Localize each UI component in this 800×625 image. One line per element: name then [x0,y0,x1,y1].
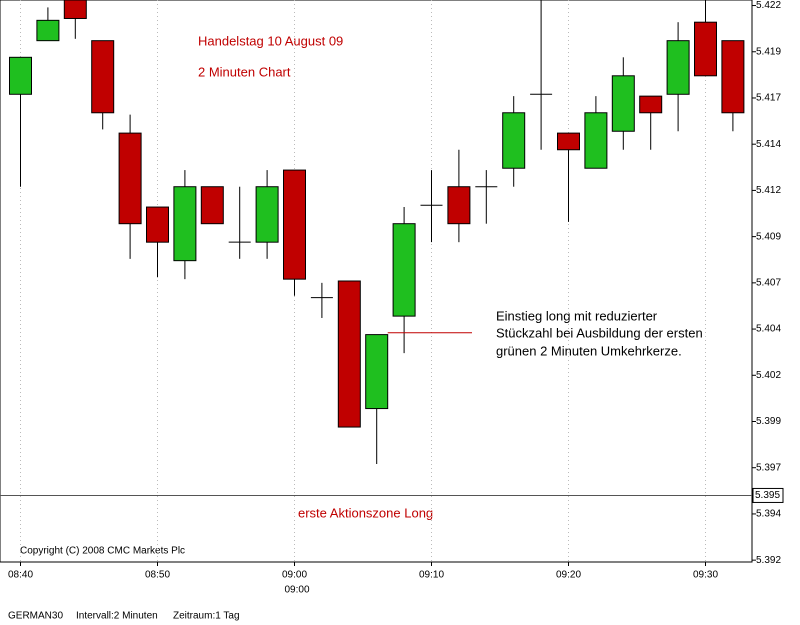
y-tick-label: 5.402 [756,370,781,381]
candle-body [639,95,663,114]
candle-body [392,223,416,317]
candle-body [36,19,60,42]
x-tick-label: 09:00 [282,570,307,581]
y-tick-label: 5.392 [756,555,781,566]
level-label: 5.395 [755,490,780,501]
level-box [752,487,784,503]
y-tick-label: 5.412 [756,185,781,196]
candle-body [255,186,279,243]
note-line: Einstieg long mit reduzierter [496,308,658,323]
annotation: Handelstag 10 August 09 [198,33,343,48]
candle-body [694,21,717,77]
y-tick-label: 5.407 [756,277,781,288]
y-tick-label: 5.397 [756,462,781,473]
y-tick-label: 5.419 [756,46,781,57]
x-tick-label: 09:30 [693,570,718,581]
y-tick-label: 5.409 [756,231,781,242]
candle-body [9,56,32,95]
note-line: Stückzahl bei Ausbildung der ersten [496,325,703,340]
x-tick-label: 09:20 [556,570,581,581]
candle-body [173,186,197,262]
zone-label: erste Aktionszone Long [298,505,433,520]
candle-body [557,132,580,151]
y-tick-label: 5.399 [756,416,781,427]
candle-body [200,186,224,225]
candle-body [365,334,389,410]
footer-bar [0,600,800,625]
candle-body [118,132,142,225]
candle-body [63,0,87,19]
candle-body [721,40,745,114]
candle-body [611,75,635,132]
y-tick-label: 5.417 [756,93,781,104]
x-tick-label: 08:40 [8,570,33,581]
y-tick-label: 5.422 [756,0,781,11]
candle-body [337,280,361,428]
candle-body [447,186,471,225]
candle-body [146,206,169,243]
y-tick-label: 5.414 [756,139,781,150]
candle-body [91,40,115,114]
note-line: grünen 2 Minuten Umkehrkerze. [496,343,682,358]
x-sub-label: 09:00 [284,585,309,596]
candle-body [584,112,608,169]
annotation: 2 Minuten Chart [198,64,291,79]
footer-instrument: GERMAN30 [8,611,63,622]
copyright: Copyright (C) 2008 CMC Markets Plc [20,546,185,557]
candle-body [502,112,526,169]
y-tick-label: 5.394 [756,509,781,520]
x-tick-label: 09:10 [419,570,444,581]
x-tick-label: 08:50 [145,570,170,581]
candle-body [666,40,690,95]
footer-interval: Intervall:2 Minuten [76,611,158,622]
y-tick-label: 5.404 [756,324,781,335]
footer-period: Zeitraum:1 Tag [173,611,240,622]
candle-body [283,169,306,280]
